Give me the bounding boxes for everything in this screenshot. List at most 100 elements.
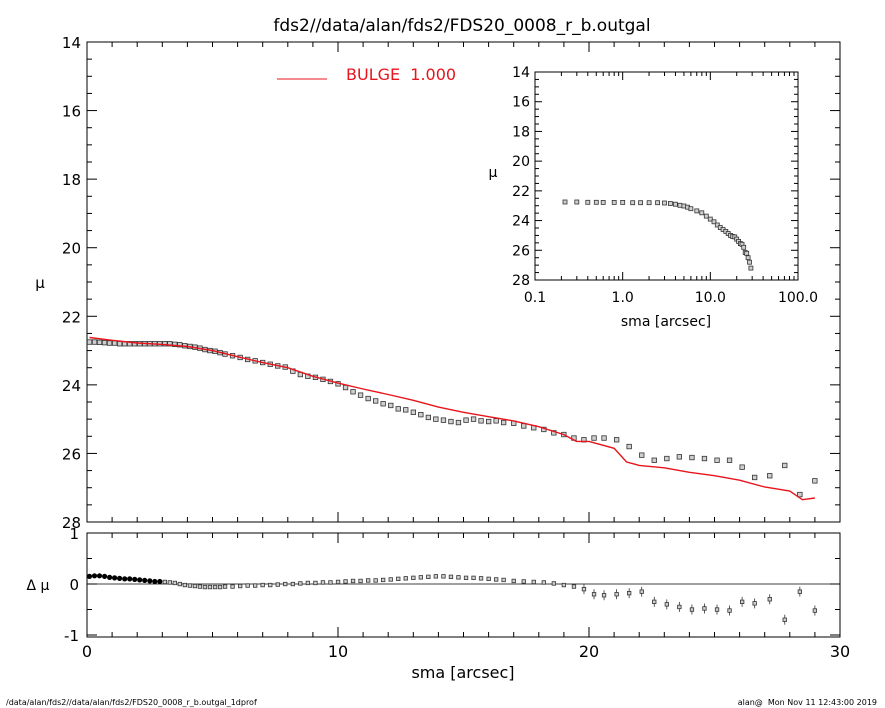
main-data-point (651, 457, 657, 463)
residual-data-point (305, 580, 311, 586)
residual-data-point (328, 580, 333, 585)
main-data-point (425, 414, 432, 421)
inset-data-point (574, 199, 580, 205)
main-data-point (726, 457, 733, 463)
residual-data-point (192, 583, 198, 589)
residual-data-point (493, 577, 499, 582)
residual-data-point (177, 581, 183, 587)
main-data-point (440, 417, 447, 423)
residual-y-tick-label: 0 (69, 576, 79, 594)
residual-data-point (182, 582, 188, 588)
main-y-tick-label: 26 (62, 445, 81, 463)
residual-data-point (740, 599, 745, 604)
inset-data-point (620, 199, 626, 205)
residual-data-point (187, 583, 193, 588)
inset-x-tick-label: 100.0 (778, 290, 818, 306)
residual-data-point (727, 608, 732, 613)
main-data-point (626, 443, 632, 450)
residual-data-point (571, 584, 577, 589)
inset-data-point (600, 199, 606, 205)
main-data-points (86, 339, 818, 498)
residual-data-point (797, 589, 802, 594)
residual-data-point (230, 584, 235, 589)
residual-data-point (403, 576, 408, 581)
main-data-point (591, 435, 597, 441)
main-data-point (395, 406, 401, 412)
residual-data-point (252, 583, 258, 588)
inset-data-point (662, 200, 667, 206)
residual-data-point (426, 574, 431, 579)
main-data-point (410, 409, 417, 415)
residual-x-axis-label: sma [arcsec] (411, 663, 514, 682)
residual-data-point (373, 578, 378, 583)
residual-data-point (222, 584, 228, 589)
main-data-point (403, 407, 409, 413)
residual-data-point (335, 579, 341, 585)
main-data-point (478, 418, 484, 424)
main-data-point (172, 341, 178, 348)
residual-data-point (627, 591, 632, 596)
residual-y-tick-label: -1 (64, 627, 79, 645)
residual-data-point (456, 575, 461, 580)
inset-data-points (562, 199, 754, 271)
main-data-point (812, 478, 818, 484)
residual-data-point (350, 578, 356, 584)
residual-data-point (117, 575, 123, 582)
inset-data-point (699, 210, 705, 216)
residual-data-point (142, 577, 148, 584)
residual-data-point (812, 608, 817, 613)
main-data-point (365, 395, 371, 402)
residual-data-point (639, 589, 644, 594)
residual-data-point (320, 580, 326, 585)
inset-y-tick-label: 26 (512, 243, 530, 259)
inset-data-point (585, 199, 591, 205)
main-data-point (676, 454, 682, 460)
residual-data-point (122, 576, 128, 582)
legend-label-bulge: BULGE 1.000 (346, 65, 456, 84)
inset-y-tick-label: 20 (512, 154, 530, 170)
inset-axis-ticks: 14 16 18 20 22 24 26 280.1 1.0 10.0 100.0 (512, 65, 818, 306)
main-data-point (739, 464, 745, 470)
inset-x-tick-label: 0.1 (524, 290, 546, 306)
main-data-point (131, 341, 138, 347)
chart-title: fds2//data/alan/fds2/FDS20_0008_r_b.outg… (273, 16, 650, 36)
residual-y-axis-label: Δ μ (27, 578, 50, 594)
main-data-point (177, 342, 183, 348)
residual-data-point (652, 599, 657, 604)
residual-data-point (313, 580, 318, 586)
main-data-point (689, 454, 695, 461)
inset-data-point (638, 200, 643, 206)
main-data-point (500, 419, 507, 426)
inset-data-point (655, 200, 660, 206)
residual-plot: 10-10 10 20 30 Δ μ sma [arcsec] (27, 525, 851, 682)
inset-y-tick-label: 18 (512, 124, 530, 140)
residual-data-point (245, 583, 250, 588)
main-data-point (117, 341, 123, 347)
main-data-point (167, 341, 173, 347)
residual-data-point (137, 577, 143, 583)
residual-data-point (441, 574, 446, 579)
residual-data-point (463, 575, 469, 580)
residual-data-point (581, 587, 587, 592)
residual-data-point (521, 579, 526, 584)
main-data-point (448, 418, 454, 425)
main-y-tick-label: 20 (62, 240, 81, 258)
inset-data-point (745, 255, 751, 261)
inset-plot-frame (534, 71, 799, 281)
residual-data-point (197, 584, 203, 589)
residual-data-point (531, 579, 536, 585)
residual-x-tick-label: 30 (830, 642, 850, 661)
residual-data-point (551, 581, 556, 586)
inset-data-point (747, 259, 752, 265)
residual-data-point (212, 584, 218, 590)
main-data-point (455, 419, 462, 426)
main-data-point (614, 437, 620, 443)
inset-data-point (677, 202, 683, 208)
main-plot: 14 16 18 20 22 24 26 28 μ BULGE 1.000 (35, 34, 841, 532)
residual-data-point (677, 604, 682, 610)
residual-data-point (614, 592, 619, 597)
inset-data-point (611, 199, 617, 205)
main-data-point (342, 384, 349, 391)
inset-x-tick-label: 1.0 (612, 290, 634, 306)
